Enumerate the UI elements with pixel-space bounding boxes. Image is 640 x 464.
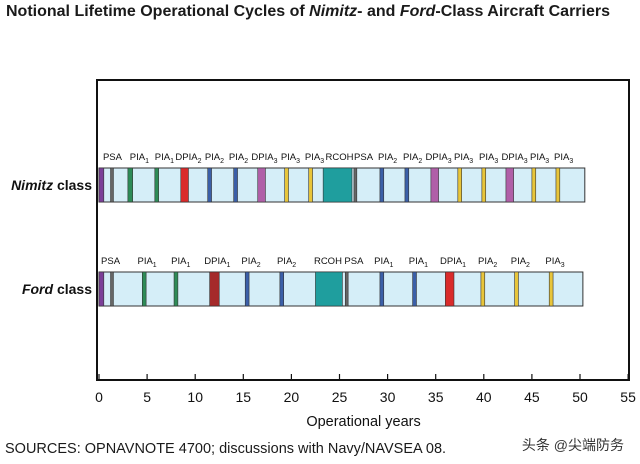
event-label-0-17: PIA3	[530, 152, 549, 165]
event-label-1-5: PIA2	[277, 256, 296, 269]
event-label-0-1: PIA1	[130, 152, 149, 165]
event-nimitz-14	[430, 167, 439, 203]
chart-title: Notional Lifetime Operational Cycles of …	[6, 2, 626, 22]
event-nimitz-13	[404, 167, 410, 203]
plot-frame	[96, 79, 630, 381]
event-nimitz-16	[481, 167, 487, 203]
event-ford-8	[344, 271, 349, 307]
watermark: 头条 @尖端防务	[517, 433, 628, 457]
event-nimitz-18	[531, 167, 537, 203]
event-nimitz-4	[180, 167, 189, 203]
event-label-1-4: PIA2	[241, 256, 260, 269]
event-label-1-13: PIA3	[545, 256, 564, 269]
event-label-1-10: DPIA1	[440, 256, 466, 269]
event-label-0-4: PIA2	[205, 152, 224, 165]
x-tick-label-10: 10	[187, 389, 203, 405]
x-tick-label-45: 45	[524, 389, 540, 405]
event-label-1-1: PIA1	[137, 256, 156, 269]
x-tick-label-15: 15	[236, 389, 252, 405]
event-nimitz-11	[353, 167, 358, 203]
event-label-0-14: PIA3	[454, 152, 473, 165]
event-nimitz-15	[457, 167, 462, 203]
title-ford: Ford	[399, 3, 436, 20]
event-ford-4	[209, 271, 220, 307]
event-label-0-8: PIA3	[305, 152, 324, 165]
x-tick-label-5: 5	[143, 389, 151, 405]
event-ford-7	[315, 271, 343, 307]
row-label-nimitz: Nimitz class	[11, 177, 92, 193]
event-label-1-6: RCOH	[314, 256, 342, 267]
event-label-1-2: PIA1	[171, 256, 190, 269]
x-tick-label-25: 25	[332, 389, 348, 405]
event-nimitz-3	[154, 167, 159, 203]
event-nimitz-9	[308, 167, 313, 203]
event-ford-6	[279, 271, 285, 307]
event-nimitz-8	[284, 167, 289, 203]
event-label-1-12: PIA2	[511, 256, 530, 269]
event-label-0-5: PIA2	[229, 152, 248, 165]
event-label-0-10: PSA	[354, 152, 374, 163]
event-label-0-16: DPIA3	[502, 152, 528, 165]
event-label-0-13: DPIA3	[426, 152, 452, 165]
event-ford-3	[173, 271, 179, 307]
event-label-0-2: PIA1	[155, 152, 174, 165]
event-label-1-8: PIA1	[374, 256, 393, 269]
x-tick-label-55: 55	[620, 389, 636, 405]
event-ford-9	[379, 271, 385, 307]
event-nimitz-1	[110, 167, 114, 203]
event-label-0-9: RCOH	[326, 152, 354, 163]
x-tick-label-35: 35	[428, 389, 444, 405]
event-label-0-3: DPIA2	[175, 152, 201, 165]
x-tick-label-30: 30	[380, 389, 396, 405]
event-nimitz-5	[207, 167, 212, 203]
event-ford-2	[141, 271, 147, 307]
event-label-0-18: PIA3	[554, 152, 573, 165]
event-label-1-7: PSA	[344, 256, 364, 267]
event-nimitz-19	[555, 167, 561, 203]
event-nimitz-10	[322, 167, 353, 203]
event-ford-5	[244, 271, 250, 307]
event-nimitz-12	[379, 167, 385, 203]
event-ford-10	[412, 271, 417, 307]
event-label-1-9: PIA1	[409, 256, 428, 269]
title-nimitz: Nimitz	[309, 3, 358, 20]
title-part-1: Notional Lifetime Operational Cycles of	[6, 3, 310, 20]
event-label-1-0: PSA	[101, 256, 121, 267]
event-label-0-0: PSA	[103, 152, 123, 163]
x-axis-label: Operational years	[306, 414, 420, 430]
event-label-0-12: PIA2	[403, 152, 422, 165]
x-tick-label-20: 20	[284, 389, 300, 405]
event-label-0-11: PIA2	[378, 152, 397, 165]
event-ford-11	[445, 271, 455, 307]
event-ford-0	[98, 271, 105, 307]
event-label-1-3: DPIA1	[204, 256, 230, 269]
event-ford-1	[110, 271, 114, 307]
event-nimitz-7	[257, 167, 266, 203]
event-ford-12	[480, 271, 486, 307]
event-label-0-7: PIA3	[281, 152, 300, 165]
event-nimitz-17	[505, 167, 514, 203]
title-part-3: -Class Aircraft Carriers	[435, 3, 610, 20]
event-nimitz-6	[233, 167, 238, 203]
x-tick-label-50: 50	[572, 389, 588, 405]
x-tick-label-0: 0	[95, 389, 103, 405]
event-nimitz-2	[127, 167, 133, 203]
source-note: SOURCES: OPNAVNOTE 4700; discussions wit…	[5, 441, 447, 457]
row-label-ford: Ford class	[22, 281, 92, 297]
event-label-1-11: PIA2	[478, 256, 497, 269]
event-ford-13	[514, 271, 519, 307]
event-nimitz-0	[98, 167, 105, 203]
event-ford-14	[548, 271, 554, 307]
x-tick-label-40: 40	[476, 389, 492, 405]
title-part-2: - and	[357, 3, 400, 20]
event-label-0-6: DPIA3	[251, 152, 277, 165]
event-label-0-15: PIA3	[479, 152, 498, 165]
